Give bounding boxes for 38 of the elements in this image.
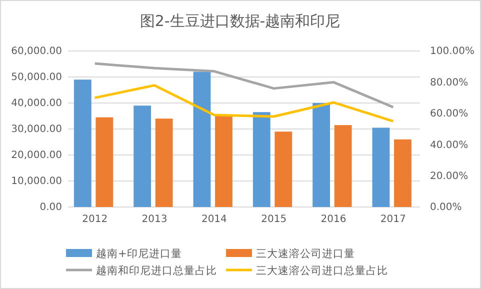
x-tick-label: 2015 [261, 214, 287, 226]
y2-tick-label: 80.00% [430, 77, 468, 88]
y2-tick-label: 0.00% [430, 202, 462, 214]
y-tick-label: 50,000.00 [11, 72, 62, 84]
bar [96, 117, 114, 207]
y-tick-label: 10,000.00 [11, 176, 62, 188]
bar [334, 125, 352, 207]
bar [215, 116, 232, 207]
x-tick-label: 2014 [201, 214, 227, 226]
bar [74, 80, 92, 207]
y2-tick-label: 40.00% [430, 140, 468, 151]
bar [312, 103, 330, 207]
legend-label: 三大速溶公司进口总量占比 [256, 264, 388, 277]
x-tick-label: 2016 [320, 214, 346, 226]
bar [372, 128, 390, 207]
bar [193, 72, 211, 207]
bar [155, 118, 173, 207]
y2-tick-label: 60.00% [430, 108, 468, 120]
bar [252, 112, 270, 207]
bar [274, 132, 292, 207]
y2-tick-label: 20.00% [430, 171, 468, 182]
legend-label: 越南+印尼进口量 [96, 247, 182, 260]
legend-label: 三大速溶公司进口量 [256, 247, 355, 260]
y-tick-label: 30,000.00 [11, 124, 62, 136]
y-tick-label: 20,000.00 [11, 150, 62, 162]
line-series [94, 84, 394, 122]
x-tick-label: 2013 [142, 214, 168, 226]
chart-title: 图2-生豆进口数据-越南和印尼 [140, 12, 340, 30]
y-tick-label: 0.00 [40, 202, 62, 214]
x-tick-label: 2012 [82, 214, 108, 226]
y-tick-label: 60,000.00 [11, 46, 62, 58]
bar [394, 139, 412, 207]
bar [134, 106, 152, 207]
legend-label: 越南和印尼进口总量占比 [96, 264, 217, 277]
y-tick-label: 40,000.00 [11, 98, 62, 110]
y2-tick-label: 100.00% [430, 46, 474, 58]
line-series [94, 62, 394, 108]
x-tick-label: 2017 [380, 214, 406, 226]
